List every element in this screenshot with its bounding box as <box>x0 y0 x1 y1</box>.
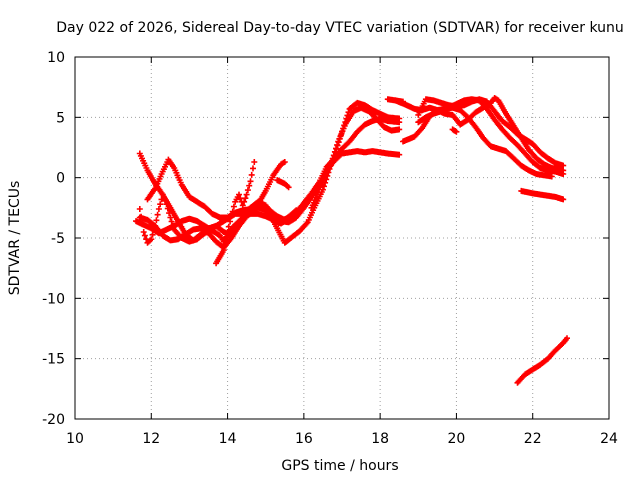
series-markers <box>274 177 292 191</box>
series-markers <box>308 99 403 211</box>
y-tick-label: -20 <box>42 412 65 428</box>
data-series-arc14 <box>392 95 567 174</box>
x-tick-label: 16 <box>295 431 313 447</box>
chart-title: Day 022 of 2026, Sidereal Day-to-day VTE… <box>56 20 624 36</box>
series-markers <box>449 126 460 135</box>
data-series-arc7 <box>255 159 288 208</box>
data-series-arc6 <box>213 159 258 267</box>
grid <box>75 57 609 419</box>
x-tick-label: 22 <box>524 431 542 447</box>
y-axis: 10 5 0 -5 -10 -15 -20 <box>42 50 609 428</box>
y-tick-label: -5 <box>51 231 65 247</box>
series-markers <box>133 115 403 245</box>
x-tick-label: 14 <box>219 431 237 447</box>
data-points <box>133 95 570 386</box>
data-series-arc9 <box>308 99 403 211</box>
data-series-arc15 <box>449 126 460 135</box>
data-series-arc17 <box>514 335 570 386</box>
y-axis-label: SDTVAR / TECUs <box>7 181 23 296</box>
x-tick-label: 20 <box>448 431 466 447</box>
x-axis: 10 12 14 16 18 20 22 24 <box>66 57 618 447</box>
data-series-arc16 <box>518 187 567 203</box>
y-tick-label: 5 <box>56 110 65 126</box>
series-markers <box>144 148 403 226</box>
y-tick-label: 0 <box>56 171 65 187</box>
x-tick-label: 10 <box>66 431 84 447</box>
x-tick-label: 24 <box>600 431 618 447</box>
series-markers <box>518 187 567 203</box>
series-markers <box>255 159 288 208</box>
series-markers <box>514 335 570 386</box>
x-axis-label: GPS time / hours <box>281 458 398 474</box>
data-series-arc4 <box>144 148 403 226</box>
y-tick-label: -15 <box>42 352 65 368</box>
x-tick-label: 12 <box>142 431 160 447</box>
x-tick-label: 18 <box>371 431 389 447</box>
y-tick-label: 10 <box>47 50 65 66</box>
data-series-arc5 <box>133 115 403 245</box>
data-series-arc8 <box>274 177 292 191</box>
series-markers <box>213 159 258 267</box>
y-tick-label: -10 <box>42 291 65 307</box>
series-markers <box>392 95 567 174</box>
